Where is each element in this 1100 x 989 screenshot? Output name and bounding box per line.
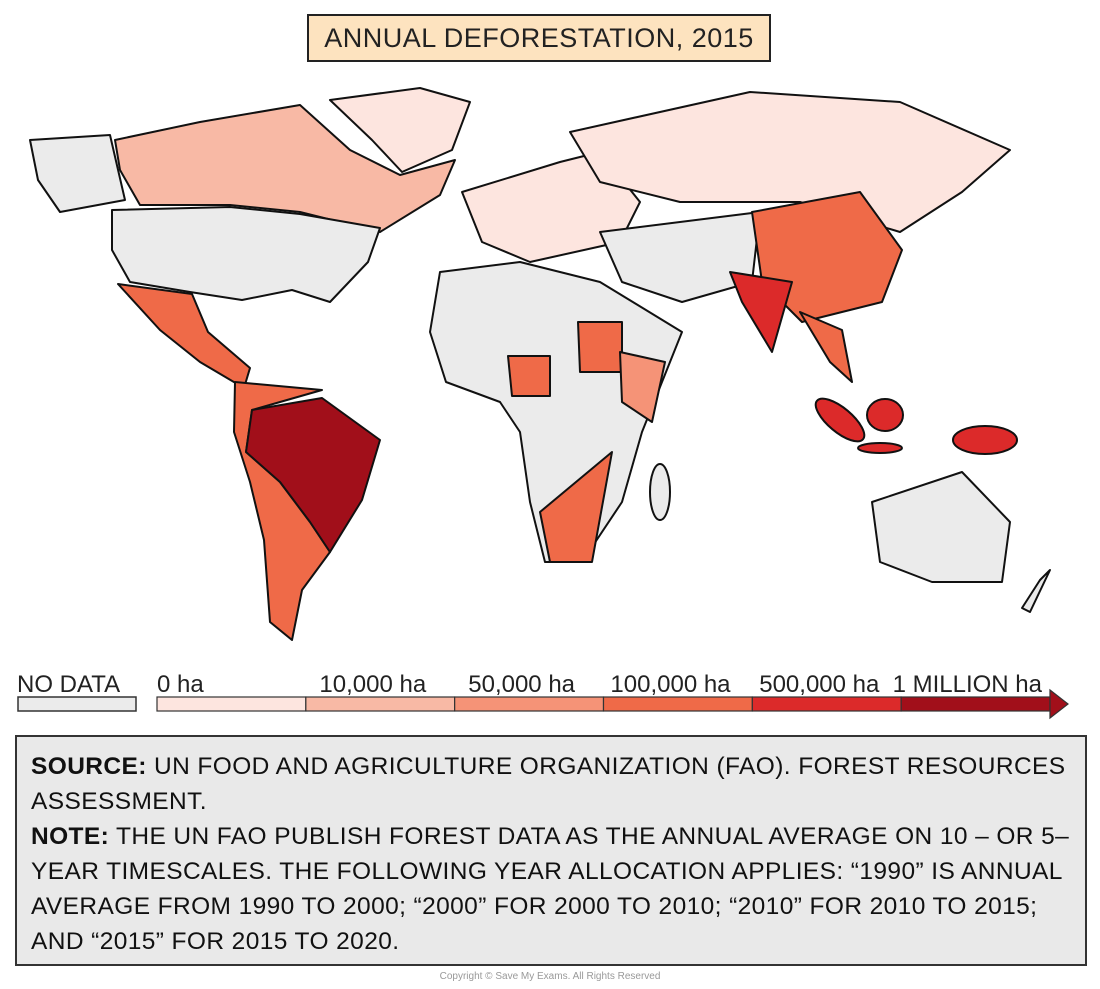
nigeria [507, 355, 551, 397]
legend-label: 0 ha [157, 671, 204, 698]
india [729, 271, 793, 353]
no-data-swatch [17, 696, 137, 712]
source-label: SOURCE: [31, 753, 147, 780]
legend-label: 1 MILLION ha [893, 671, 1043, 698]
map-title: ANNUAL DEFORESTATION, 2015 [307, 14, 771, 62]
note-text: THE UN FAO PUBLISH FOREST DATA AS THE AN… [31, 823, 1070, 955]
mexico-central-america [117, 283, 251, 389]
note: NOTE: THE UN FAO PUBLISH FOREST DATA AS … [31, 819, 1071, 959]
new-zealand [1021, 569, 1051, 613]
southeast-asia [799, 311, 853, 383]
brazil [245, 397, 381, 553]
source-text: UN FOOD AND AGRICULTURE ORGANIZATION (FA… [31, 753, 1066, 815]
greenland [329, 87, 471, 173]
middle-east-central-asia [599, 211, 761, 303]
madagascar [649, 463, 671, 521]
borneo [866, 398, 904, 432]
world-map [29, 87, 1051, 641]
legend-label: 500,000 ha [759, 671, 880, 698]
legend-bin [305, 696, 456, 712]
legend-bin [900, 696, 1051, 712]
info-box: SOURCE: UN FOOD AND AGRICULTURE ORGANIZA… [15, 735, 1087, 966]
legend-bin [454, 696, 605, 712]
legend-arrowhead [1049, 688, 1069, 720]
canada [114, 104, 456, 233]
legend: NO DATA 0 ha 10,000 ha 50,000 ha 100,000 ha 5… [17, 671, 1069, 720]
no-data-label: NO DATA [17, 671, 120, 698]
copyright: Copyright © Save My Exams. All Rights Re… [439, 971, 661, 982]
source: SOURCE: UN FOOD AND AGRICULTURE ORGANIZA… [31, 749, 1071, 819]
legend-label: 100,000 ha [610, 671, 731, 698]
legend-label: 10,000 ha [319, 671, 426, 698]
legend-bin [602, 696, 753, 712]
australia [871, 471, 1011, 583]
sumatra [814, 397, 866, 443]
russia [569, 91, 1011, 233]
legend-label: 50,000 ha [468, 671, 575, 698]
usa [111, 206, 381, 303]
new-guinea [952, 425, 1018, 455]
java [857, 442, 903, 454]
southern-africa [539, 451, 613, 563]
europe [461, 151, 641, 263]
note-label: NOTE: [31, 823, 110, 850]
legend-bin [156, 696, 307, 712]
east-africa [619, 351, 666, 423]
alaska [29, 134, 126, 213]
sudan [577, 321, 623, 373]
legend-bin [751, 696, 902, 712]
